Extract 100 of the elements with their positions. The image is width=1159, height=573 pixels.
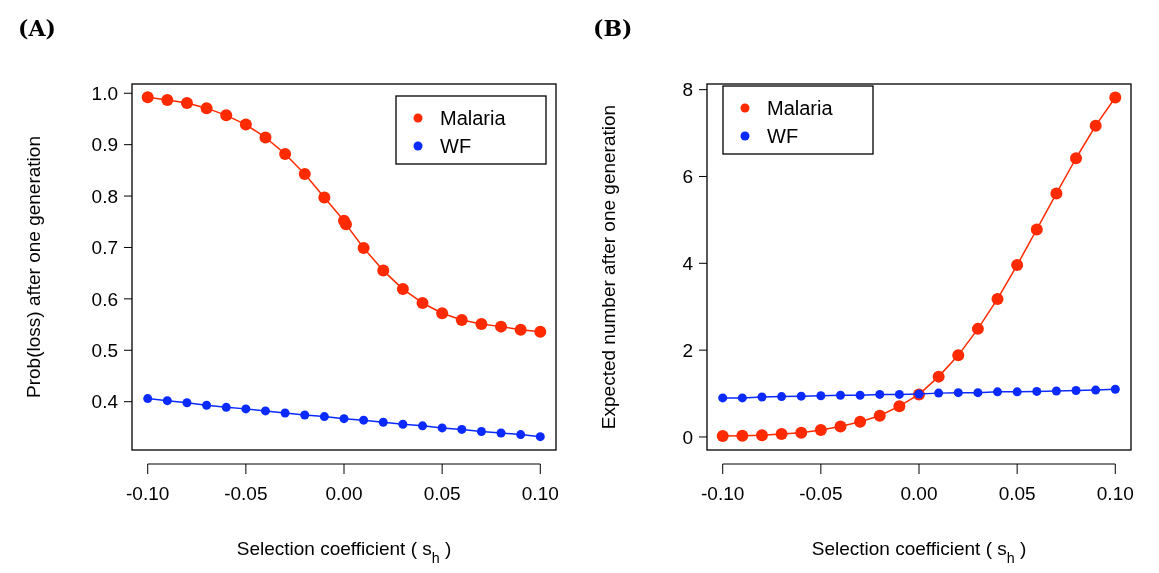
point bbox=[1011, 259, 1024, 272]
point bbox=[357, 241, 370, 254]
point bbox=[535, 432, 545, 442]
point bbox=[475, 318, 488, 331]
point bbox=[795, 426, 808, 439]
point bbox=[816, 391, 826, 401]
point bbox=[398, 419, 408, 429]
point bbox=[436, 307, 449, 320]
point bbox=[516, 430, 526, 440]
point bbox=[220, 109, 233, 122]
x-tick-label: 0.00 bbox=[325, 483, 363, 504]
point bbox=[1032, 386, 1042, 396]
point bbox=[300, 410, 310, 420]
point bbox=[993, 387, 1003, 397]
x-tick-label: -0.10 bbox=[701, 483, 745, 504]
point bbox=[834, 420, 847, 433]
point bbox=[298, 167, 311, 180]
y-tick-label: 4 bbox=[682, 252, 694, 274]
point bbox=[971, 322, 984, 335]
y-tick-label: 0.5 bbox=[91, 339, 118, 361]
point bbox=[339, 218, 352, 231]
point bbox=[514, 323, 527, 336]
point bbox=[1030, 223, 1043, 236]
point bbox=[339, 414, 349, 424]
y-tick-label: 6 bbox=[682, 166, 693, 188]
point bbox=[854, 415, 867, 428]
point bbox=[141, 91, 154, 104]
point bbox=[437, 423, 447, 433]
point bbox=[378, 417, 388, 427]
point bbox=[162, 396, 172, 406]
point bbox=[455, 313, 468, 326]
point bbox=[416, 296, 429, 309]
point bbox=[359, 415, 369, 425]
point bbox=[182, 398, 192, 408]
legend-label: Malaria bbox=[440, 107, 507, 129]
point bbox=[893, 400, 906, 413]
y-tick-label: 0.4 bbox=[91, 391, 119, 413]
point bbox=[279, 147, 292, 160]
point bbox=[259, 131, 272, 144]
point bbox=[855, 390, 865, 400]
y-tick-label: 0.8 bbox=[91, 185, 118, 207]
legend-label: WF bbox=[440, 135, 472, 157]
chart-title: (A) bbox=[18, 15, 56, 41]
point bbox=[736, 429, 749, 442]
point bbox=[143, 394, 153, 404]
point bbox=[796, 391, 806, 401]
x-tick-label: 0.10 bbox=[1096, 483, 1134, 504]
y-tick-label: 8 bbox=[682, 79, 693, 101]
point bbox=[952, 349, 965, 362]
point bbox=[757, 392, 767, 402]
point bbox=[953, 388, 963, 398]
point bbox=[1012, 387, 1022, 397]
point bbox=[1110, 384, 1120, 394]
point bbox=[241, 404, 251, 414]
point bbox=[1071, 386, 1081, 396]
y-tick-label: 0.9 bbox=[91, 134, 118, 156]
x-tick-label: -0.05 bbox=[799, 483, 843, 504]
chart-title: (B) bbox=[593, 15, 633, 41]
x-tick-label: 0.05 bbox=[423, 483, 461, 504]
point bbox=[775, 427, 788, 440]
point bbox=[221, 402, 231, 412]
point bbox=[814, 424, 827, 437]
point bbox=[835, 390, 845, 400]
point bbox=[457, 424, 467, 434]
point bbox=[496, 428, 506, 438]
x-tick-label: 0.00 bbox=[900, 483, 938, 504]
point bbox=[476, 426, 486, 436]
legend-label: WF bbox=[767, 125, 799, 147]
point bbox=[418, 421, 428, 431]
point bbox=[1109, 91, 1122, 104]
point bbox=[1050, 187, 1063, 200]
point bbox=[280, 408, 290, 418]
point bbox=[873, 409, 886, 422]
point bbox=[755, 429, 768, 442]
x-tick-label: 0.05 bbox=[998, 483, 1036, 504]
point bbox=[991, 292, 1004, 305]
point bbox=[777, 392, 787, 402]
point bbox=[180, 97, 193, 110]
y-tick-label: 0 bbox=[682, 426, 693, 448]
point bbox=[1091, 385, 1101, 395]
point bbox=[377, 264, 390, 277]
point bbox=[1070, 152, 1083, 165]
point bbox=[1089, 119, 1102, 132]
point bbox=[737, 393, 747, 403]
point bbox=[718, 393, 728, 403]
point bbox=[716, 430, 729, 443]
point bbox=[260, 406, 270, 416]
point bbox=[934, 388, 944, 398]
point bbox=[932, 370, 945, 383]
x-axis-title: Selection coefficient ( s$_{h}$ ) bbox=[811, 538, 1027, 566]
point bbox=[318, 191, 331, 204]
x-axis-title: Selection coefficient ( s$_{h}$ ) bbox=[236, 538, 452, 566]
x-tick-label: -0.10 bbox=[126, 483, 170, 504]
x-tick-label: 0.10 bbox=[521, 483, 559, 504]
point bbox=[396, 283, 409, 296]
point bbox=[495, 320, 508, 333]
point bbox=[202, 400, 212, 410]
y-tick-label: 1.0 bbox=[91, 82, 118, 104]
point bbox=[239, 118, 252, 131]
point bbox=[200, 102, 213, 115]
